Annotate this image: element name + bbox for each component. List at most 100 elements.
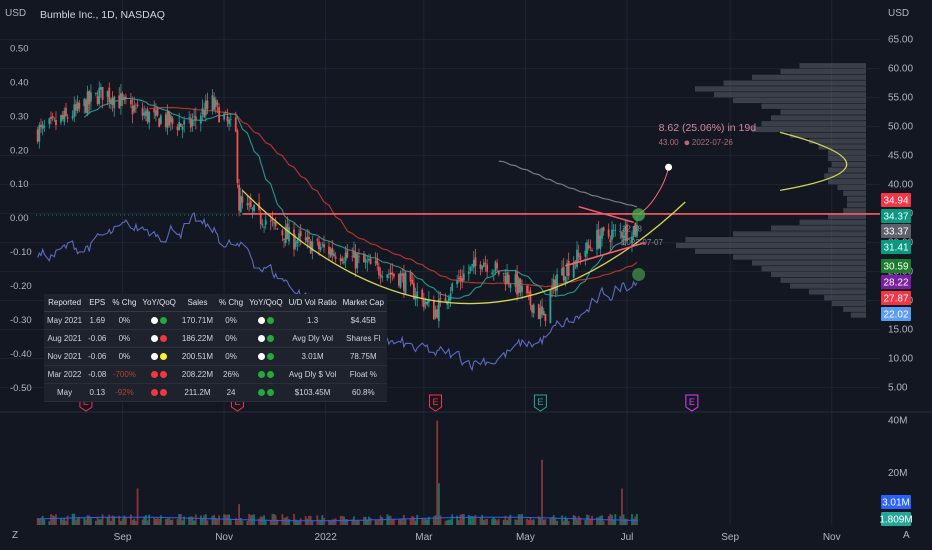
cell-sales-chg: 26% [216,365,247,384]
earnings-marker-label: E [537,397,543,407]
candle-body [124,96,127,99]
candle-body [96,96,99,104]
volume-bar [229,518,232,525]
volume-bar [146,520,149,525]
volume-profile-bar [676,242,866,249]
volume-bar [471,516,474,525]
candle-body [622,235,625,239]
candle-body [519,279,522,293]
volume-bar [364,516,367,525]
time-axis-tick: Jul [621,532,634,543]
candle-body [421,289,424,299]
volume-bar [368,516,370,525]
volume-bar [399,519,402,525]
volume-bar [86,515,89,525]
volume-bar [43,519,46,525]
candle-body [214,99,217,108]
volume-bar [424,518,427,525]
volume-bar [269,520,272,525]
volume-profile-bar [761,103,866,109]
volume-profile-bar [790,283,866,289]
volume-bar [516,519,518,525]
right-axis-tick: 15.00 [888,325,913,336]
candle-body [269,220,272,222]
candle-body [281,230,284,236]
volume-bar [203,515,206,525]
price-label-box [881,307,911,321]
volume-profile-bar [790,132,866,138]
volume-bar [482,519,485,525]
status-dot-icon [160,371,168,379]
cell-reported: May [44,383,86,402]
candle-body [427,300,430,303]
volume-bar [226,514,229,525]
volume-bar [40,517,42,525]
volume-bar [346,519,349,525]
candle-body [100,86,102,90]
volume-bar [544,519,547,525]
volume-bar [334,518,337,525]
candle-body [288,227,290,242]
candle-body [66,117,69,119]
candle-body [65,107,67,116]
candle-body [344,252,347,261]
price-label-box [881,224,911,238]
cell-stat-value: 78.75M [339,347,387,366]
volume-bar [529,517,532,525]
candle-body [226,116,229,122]
volume-bar [561,515,563,525]
volume-profile-bar [799,219,866,225]
candle-body [236,130,239,183]
candle-body [494,261,497,271]
candle-body [178,122,181,131]
volume-bar [631,513,633,525]
candle-body [502,272,505,274]
status-dot-icon [160,317,168,325]
earnings-table-row: May 0.13 -92% 211.2M 24 $103.45M 60.8% [44,383,387,402]
volume-bar [206,520,209,525]
volume-bar [159,515,162,525]
candle-body [491,272,494,275]
volume-bar [526,518,528,525]
candle-body [341,258,344,262]
candle-body [426,301,429,305]
volume-bar [164,519,167,525]
volume-bar [143,516,146,525]
volume-bar [467,514,470,525]
volume-bar [283,517,285,525]
candle-body [38,125,41,142]
candle-body [449,293,452,301]
right-axis-tick: 50.00 [888,122,913,133]
cell-sales-dots [246,347,286,366]
candle-body [506,272,509,285]
candle-body [509,284,512,288]
volume-bar [168,518,171,525]
volume-bar [333,519,335,525]
volume-bar [241,520,244,525]
candle-body [416,291,419,298]
volume-bar [294,519,297,525]
volume-bar [108,514,111,525]
cell-eps: -0.06 [85,329,110,348]
candle-body [552,278,555,288]
cell-sales: 208.22M [178,365,217,384]
volume-bar [562,520,565,525]
candle-body [193,116,196,118]
volume-bar [449,519,452,525]
volume-bar [494,518,497,525]
candle-body [636,224,638,237]
volume-profile-bar [771,271,866,278]
candle-body [517,277,520,294]
volume-profile-bar [843,306,866,312]
volume-bar [416,514,419,525]
volume-bar [75,519,77,525]
volume-bar [566,519,568,525]
volume-bar [123,515,126,525]
volume-bar [73,513,76,525]
volume-bar [261,516,264,525]
candle-body [146,109,149,122]
volume-bar [636,513,638,525]
volume-bar [506,520,509,525]
volume-bar [496,520,499,525]
